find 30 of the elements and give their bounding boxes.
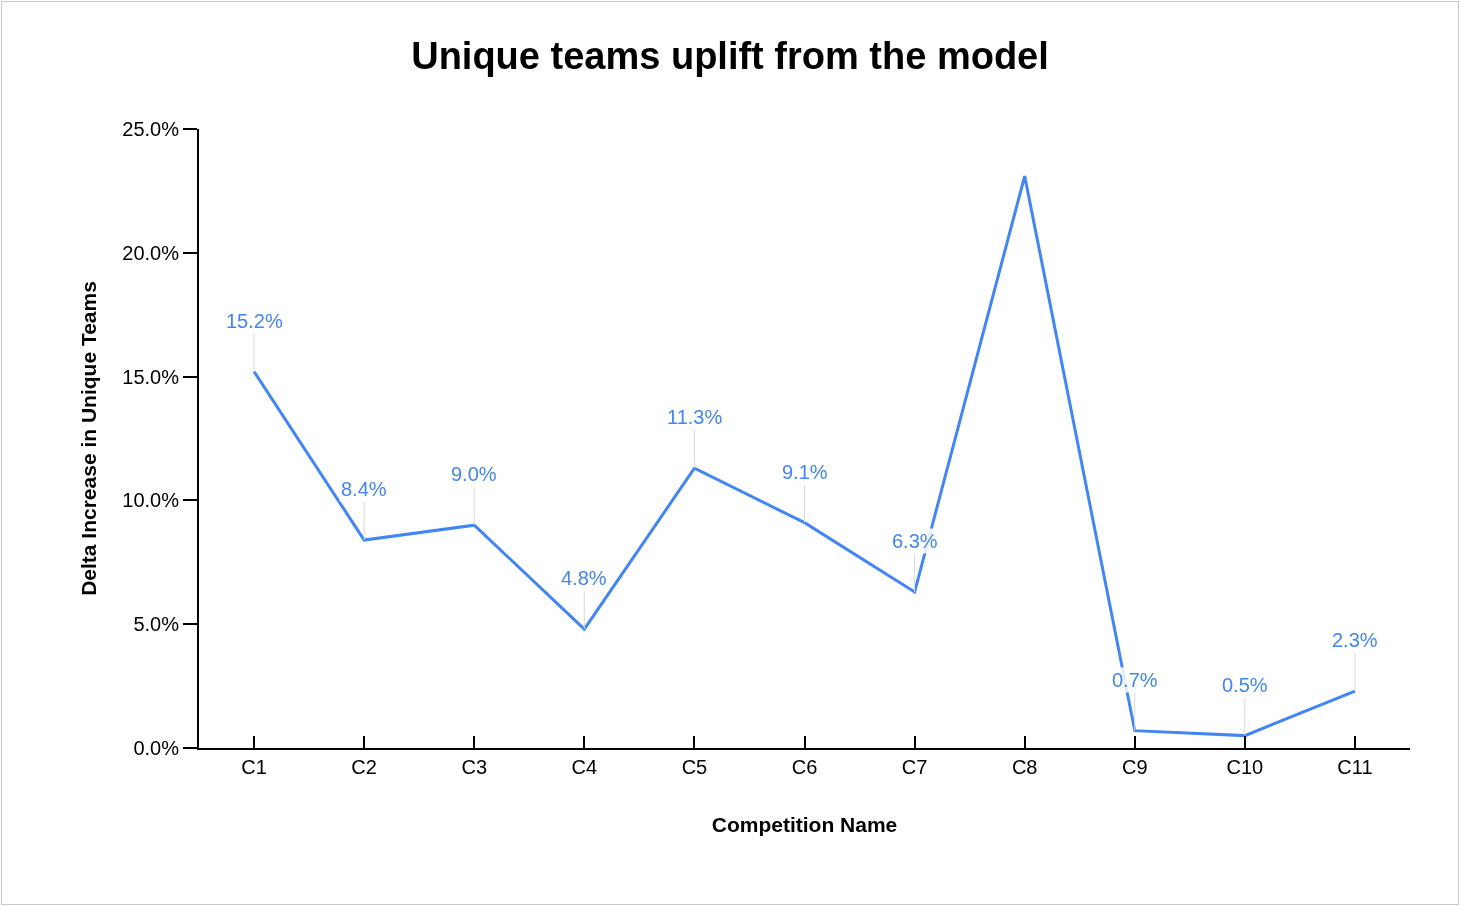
- x-axis-title: Competition Name: [711, 812, 898, 836]
- y-tick-label: 15.0%: [122, 365, 180, 388]
- y-tick-label: 10.0%: [122, 489, 180, 512]
- data-label: 0.7%: [1112, 669, 1158, 691]
- x-tick-label: C4: [571, 756, 598, 778]
- x-tick-label: C2: [351, 756, 377, 778]
- data-label: 6.3%: [892, 530, 938, 552]
- chart-title: Unique teams uplift from the model: [411, 35, 1049, 78]
- data-label: 0.5%: [1222, 674, 1268, 696]
- x-tick-label: C10: [1226, 756, 1264, 778]
- data-label: 8.4%: [341, 478, 387, 500]
- x-tick-label: C9: [1121, 756, 1148, 778]
- x-tick-label: C11: [1337, 756, 1373, 778]
- data-label: 15.2%: [226, 310, 283, 332]
- x-tick-label: C1: [241, 756, 267, 778]
- data-label: 2.3%: [1332, 629, 1378, 651]
- x-tick-label: C7: [901, 756, 928, 778]
- y-tick-label: 0.0%: [133, 737, 180, 759]
- data-label: 11.3%: [667, 406, 723, 428]
- y-tick-label: 5.0%: [133, 613, 180, 636]
- x-tick-label: C8: [1011, 756, 1038, 778]
- data-label: 9.1%: [782, 461, 828, 483]
- x-tick-label: C3: [461, 756, 488, 778]
- y-tick-label: 25.0%: [122, 118, 180, 140]
- y-axis-title: Delta Increase in Unique Teams: [76, 281, 100, 596]
- y-tick-label: 20.0%: [122, 241, 180, 264]
- data-label: 4.8%: [561, 567, 607, 589]
- x-tick-label: C6: [791, 756, 818, 778]
- data-label: 9.0%: [451, 463, 497, 485]
- x-tick-label: C5: [681, 756, 708, 778]
